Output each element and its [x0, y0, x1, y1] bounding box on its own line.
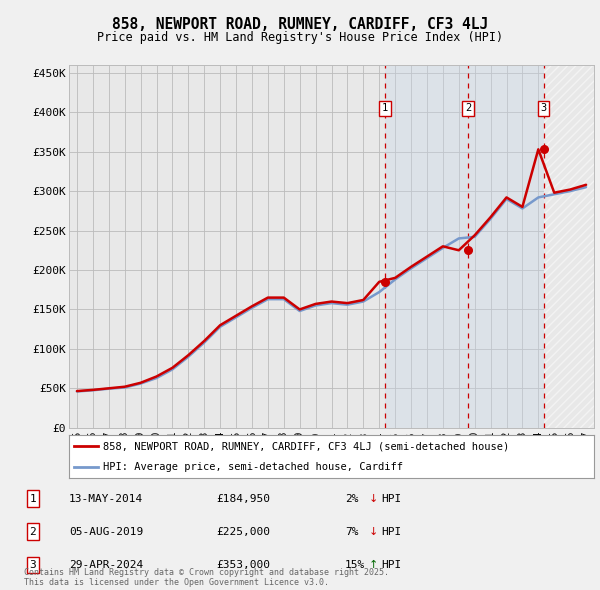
Text: Price paid vs. HM Land Registry's House Price Index (HPI): Price paid vs. HM Land Registry's House …	[97, 31, 503, 44]
Text: 13-MAY-2014: 13-MAY-2014	[69, 494, 143, 503]
Text: 1: 1	[382, 103, 388, 113]
Bar	[544, 65, 594, 428]
Text: 3: 3	[29, 560, 37, 569]
Text: HPI: HPI	[381, 527, 401, 536]
Text: 15%: 15%	[345, 560, 365, 569]
Text: 858, NEWPORT ROAD, RUMNEY, CARDIFF, CF3 4LJ (semi-detached house): 858, NEWPORT ROAD, RUMNEY, CARDIFF, CF3 …	[103, 441, 509, 451]
Text: 05-AUG-2019: 05-AUG-2019	[69, 527, 143, 536]
Text: 2: 2	[465, 103, 471, 113]
Text: £353,000: £353,000	[216, 560, 270, 569]
Bar	[385, 65, 544, 428]
Text: ↑: ↑	[369, 560, 379, 569]
Text: 7%: 7%	[345, 527, 359, 536]
Text: ↓: ↓	[369, 494, 379, 503]
Text: 858, NEWPORT ROAD, RUMNEY, CARDIFF, CF3 4LJ: 858, NEWPORT ROAD, RUMNEY, CARDIFF, CF3 …	[112, 17, 488, 31]
Text: 3: 3	[541, 103, 547, 113]
Text: 2%: 2%	[345, 494, 359, 503]
Text: £184,950: £184,950	[216, 494, 270, 503]
Text: £225,000: £225,000	[216, 527, 270, 536]
Text: HPI: Average price, semi-detached house, Cardiff: HPI: Average price, semi-detached house,…	[103, 463, 403, 472]
Text: 2: 2	[29, 527, 37, 536]
Bar	[544, 65, 594, 428]
Text: 29-APR-2024: 29-APR-2024	[69, 560, 143, 569]
Text: Contains HM Land Registry data © Crown copyright and database right 2025.
This d: Contains HM Land Registry data © Crown c…	[24, 568, 389, 587]
Text: 1: 1	[29, 494, 37, 503]
Text: ↓: ↓	[369, 527, 379, 536]
Text: HPI: HPI	[381, 494, 401, 503]
Text: HPI: HPI	[381, 560, 401, 569]
